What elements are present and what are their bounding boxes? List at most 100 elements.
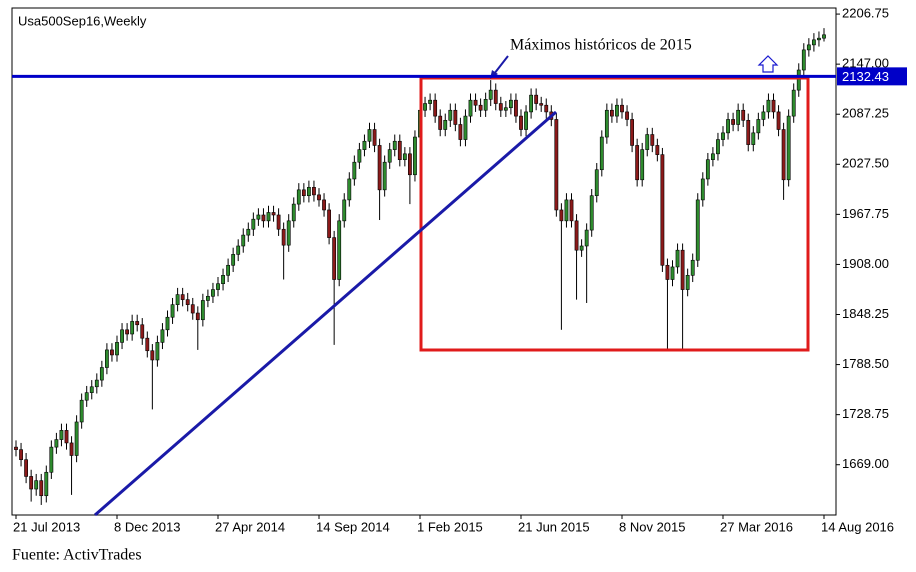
candle-body bbox=[817, 37, 821, 41]
candle-body bbox=[433, 99, 438, 117]
candle-body bbox=[710, 153, 715, 160]
candle-body bbox=[170, 304, 175, 318]
candle-body bbox=[665, 264, 670, 280]
candle-body bbox=[301, 189, 306, 197]
candle-body bbox=[751, 132, 756, 145]
candle-body bbox=[352, 161, 357, 180]
candle-body bbox=[423, 103, 427, 111]
candle-body bbox=[387, 149, 392, 163]
candle-body bbox=[24, 459, 29, 477]
candle-body bbox=[503, 107, 508, 111]
candle-body bbox=[125, 329, 130, 335]
candle-body bbox=[160, 329, 165, 343]
candle-body bbox=[175, 294, 180, 305]
candle-body bbox=[226, 264, 231, 276]
candle-body bbox=[322, 199, 326, 211]
candle-body bbox=[554, 119, 559, 211]
candle-body bbox=[135, 321, 140, 326]
trend-line bbox=[94, 110, 557, 517]
candle-body bbox=[195, 312, 200, 321]
candle-body bbox=[236, 245, 241, 255]
range-box bbox=[419, 76, 810, 352]
candle-body bbox=[115, 342, 119, 356]
candle-body bbox=[453, 109, 458, 125]
candle-body bbox=[493, 89, 498, 104]
up-arrow bbox=[757, 55, 779, 73]
candle-body bbox=[140, 324, 145, 339]
candle-body bbox=[559, 209, 564, 222]
candle-body bbox=[680, 249, 685, 290]
y-tick-label: 1788.50 bbox=[842, 356, 889, 371]
y-tick-label: 1848.25 bbox=[842, 306, 889, 321]
candle-body bbox=[498, 103, 503, 111]
candle-body bbox=[130, 321, 135, 335]
x-tick-label: 8 Dec 2013 bbox=[114, 519, 181, 534]
candle-body bbox=[458, 124, 463, 140]
candle-body bbox=[771, 99, 776, 113]
candle-body bbox=[625, 111, 629, 120]
candle-body bbox=[241, 234, 246, 247]
y-tick-label: 1669.00 bbox=[842, 456, 889, 471]
x-tick-label: 27 Apr 2014 bbox=[215, 519, 285, 534]
candle-body bbox=[776, 111, 781, 130]
candle-body bbox=[44, 471, 49, 497]
annotation-arrow bbox=[493, 55, 509, 75]
candle-body bbox=[392, 140, 397, 150]
candle-body bbox=[801, 49, 806, 71]
candle-body bbox=[291, 203, 296, 222]
candle-body bbox=[615, 104, 619, 117]
candle-body bbox=[721, 132, 725, 140]
candle-body bbox=[145, 337, 150, 352]
candle-body bbox=[640, 149, 645, 181]
candle-body bbox=[443, 119, 448, 130]
y-tick-label: 2027.50 bbox=[842, 156, 889, 171]
plot-frame bbox=[11, 7, 837, 516]
candle-body bbox=[791, 89, 796, 117]
candle-body bbox=[306, 187, 311, 197]
candle-body bbox=[519, 115, 523, 130]
candle-body bbox=[362, 140, 367, 150]
candle-body bbox=[811, 39, 816, 46]
candle-body bbox=[200, 300, 205, 321]
candle-body bbox=[488, 89, 493, 100]
y-tick-label: 1967.75 bbox=[842, 206, 889, 221]
candle-body bbox=[620, 104, 624, 113]
y-tick-label: 1728.75 bbox=[842, 406, 889, 421]
chart-title: Usa500Sep16,Weekly bbox=[18, 13, 147, 28]
candle-body bbox=[216, 283, 220, 290]
candle-body bbox=[402, 153, 407, 160]
candle-body bbox=[766, 99, 771, 113]
candle-body bbox=[655, 145, 660, 155]
candle-body bbox=[59, 430, 64, 440]
annotation: Máximos históricos de 2015 bbox=[510, 37, 692, 54]
candle-body bbox=[594, 169, 599, 197]
x-tick-label: 14 Sep 2014 bbox=[316, 519, 390, 534]
candle-body bbox=[574, 220, 579, 251]
candle-body bbox=[347, 178, 352, 201]
price-label-box bbox=[837, 67, 907, 86]
candle-body bbox=[690, 259, 695, 276]
candle-body bbox=[670, 266, 675, 280]
candle-body bbox=[54, 439, 59, 448]
candle-body bbox=[660, 154, 665, 266]
candle-body bbox=[231, 254, 236, 266]
candle-body bbox=[428, 99, 433, 104]
candle-body bbox=[211, 289, 215, 297]
candle-body bbox=[675, 249, 680, 268]
candle-body bbox=[281, 228, 286, 246]
candle-body bbox=[534, 94, 539, 104]
y-tick-label: 2206.75 bbox=[842, 6, 889, 21]
candle-body bbox=[478, 104, 483, 111]
candle-body bbox=[39, 480, 44, 497]
candle-body bbox=[342, 199, 347, 222]
candle-body bbox=[49, 446, 54, 473]
x-tick-label: 8 Nov 2015 bbox=[619, 519, 686, 534]
x-tick-label: 21 Jul 2013 bbox=[13, 519, 80, 534]
candle-body bbox=[105, 349, 109, 368]
candle-body bbox=[695, 199, 700, 261]
candle-body bbox=[438, 115, 443, 130]
candle-body bbox=[822, 34, 826, 39]
candle-body bbox=[731, 119, 736, 125]
candle-body bbox=[185, 299, 190, 305]
